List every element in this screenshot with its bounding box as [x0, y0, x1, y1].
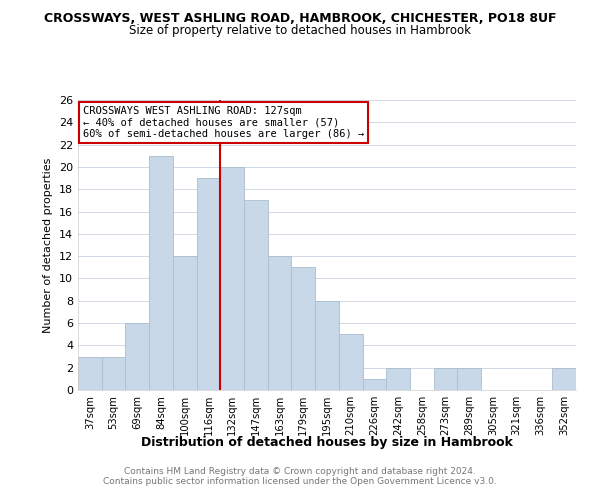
Y-axis label: Number of detached properties: Number of detached properties — [43, 158, 53, 332]
Bar — [78, 356, 102, 390]
Bar — [102, 356, 125, 390]
Text: CROSSWAYS, WEST ASHLING ROAD, HAMBROOK, CHICHESTER, PO18 8UF: CROSSWAYS, WEST ASHLING ROAD, HAMBROOK, … — [44, 12, 556, 26]
Text: Distribution of detached houses by size in Hambrook: Distribution of detached houses by size … — [141, 436, 513, 449]
Bar — [125, 323, 149, 390]
Bar — [220, 167, 244, 390]
Text: Contains public sector information licensed under the Open Government Licence v3: Contains public sector information licen… — [103, 477, 497, 486]
Bar — [244, 200, 268, 390]
Bar — [268, 256, 292, 390]
Bar — [362, 379, 386, 390]
Text: Contains HM Land Registry data © Crown copyright and database right 2024.: Contains HM Land Registry data © Crown c… — [124, 467, 476, 476]
Bar — [457, 368, 481, 390]
Bar — [197, 178, 220, 390]
Bar — [434, 368, 457, 390]
Bar — [149, 156, 173, 390]
Bar — [552, 368, 576, 390]
Bar — [292, 268, 315, 390]
Bar — [386, 368, 410, 390]
Bar — [173, 256, 197, 390]
Text: Size of property relative to detached houses in Hambrook: Size of property relative to detached ho… — [129, 24, 471, 37]
Bar — [339, 334, 362, 390]
Text: CROSSWAYS WEST ASHLING ROAD: 127sqm
← 40% of detached houses are smaller (57)
60: CROSSWAYS WEST ASHLING ROAD: 127sqm ← 40… — [83, 106, 364, 139]
Bar — [315, 301, 339, 390]
